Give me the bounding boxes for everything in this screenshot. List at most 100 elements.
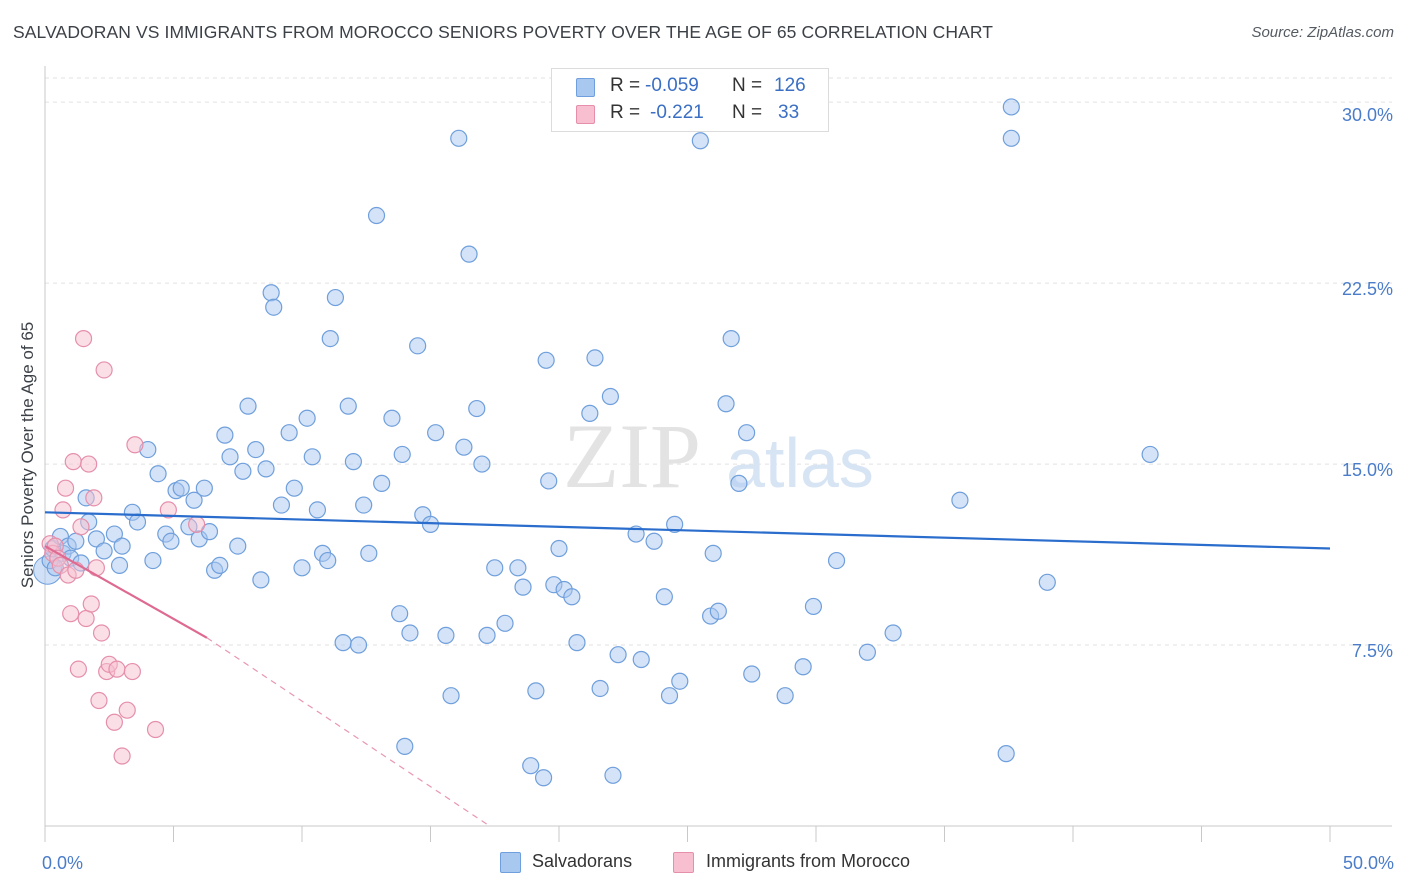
trendline-morocco (44, 545, 208, 639)
data-point (321, 329, 339, 348)
data-point (367, 206, 386, 225)
data-point (308, 501, 327, 519)
bottom-swatch-pink (673, 852, 694, 873)
legend-row-salvadorans: R = -0.059 N = 126 (552, 74, 828, 100)
data-point (393, 445, 411, 464)
data-point (265, 298, 283, 316)
trendline-salvadorans (44, 511, 1331, 550)
data-point (303, 448, 321, 466)
data-point (272, 496, 291, 514)
data-point (229, 537, 247, 555)
data-point (858, 643, 877, 661)
data-point (262, 284, 280, 302)
data-point (257, 460, 275, 478)
data-point (473, 455, 491, 473)
legend-r-label: R = (610, 75, 641, 96)
bottom-legend-label: Salvadorans (532, 851, 633, 871)
data-point (1002, 129, 1020, 147)
data-point (722, 329, 740, 348)
data-point (468, 399, 486, 418)
data-point (280, 424, 298, 442)
x-tick-label: 0.0% (42, 853, 83, 873)
legend-r-label: R = (610, 102, 641, 123)
data-point (609, 646, 627, 664)
y-tick-label: 22.5% (1342, 279, 1393, 299)
data-point (349, 636, 368, 654)
data-point (666, 515, 684, 533)
data-point (95, 361, 113, 379)
data-point (200, 523, 219, 541)
data-point (509, 559, 527, 577)
data-point (334, 634, 352, 652)
data-point (67, 532, 85, 550)
data-point (534, 769, 553, 787)
data-point (884, 624, 902, 642)
data-point (743, 665, 761, 683)
source-label: Source: ZipAtlas.com (1251, 24, 1394, 41)
data-point (69, 660, 88, 678)
y-tick-labels: 7.5% 15.0% 22.5% 30.0% (1342, 105, 1393, 661)
data-point (108, 660, 126, 678)
data-point (56, 479, 75, 497)
data-point (776, 687, 794, 705)
data-point (162, 532, 180, 550)
data-point (632, 650, 650, 669)
data-point (74, 329, 93, 348)
data-point (409, 337, 427, 355)
data-point (427, 424, 445, 442)
data-point (704, 544, 722, 562)
data-point (1038, 573, 1056, 591)
data-point (581, 404, 599, 422)
data-point (146, 720, 165, 739)
data-point (568, 634, 586, 652)
data-point (195, 479, 213, 497)
data-point (486, 559, 504, 577)
data-point (1141, 445, 1159, 464)
data-point (442, 687, 460, 705)
data-point (550, 539, 568, 558)
data-point (64, 453, 82, 471)
trendline-morocco-extension (206, 637, 490, 827)
data-point (221, 448, 239, 466)
axes (44, 66, 1392, 842)
legend-n-value: 126 (774, 75, 806, 96)
data-point (239, 397, 257, 415)
legend-n-label: N = (732, 75, 763, 96)
data-point (159, 501, 177, 519)
data-point (450, 129, 468, 147)
data-point (738, 424, 756, 442)
zipatlas-watermark: ZIP atlas (563, 405, 874, 507)
data-point (717, 395, 735, 413)
data-point (671, 672, 689, 690)
data-point (211, 556, 229, 575)
data-point (591, 679, 609, 698)
data-point (709, 602, 727, 620)
data-point (234, 462, 252, 480)
y-tick-label: 7.5% (1352, 641, 1393, 661)
data-point (691, 132, 709, 150)
data-point (188, 515, 206, 533)
data-point (804, 597, 823, 616)
data-point (128, 513, 147, 531)
data-point (87, 530, 106, 548)
correlation-legend: R = -0.059 N = 126 R = -0.221 N = 33 (551, 68, 829, 132)
data-point (172, 479, 190, 497)
data-point (360, 544, 378, 562)
data-point (527, 682, 545, 700)
data-point (92, 624, 111, 642)
data-point (285, 479, 303, 497)
series-salvadorans (33, 98, 1159, 787)
data-point (54, 501, 72, 519)
data-point (563, 588, 581, 606)
data-point (82, 595, 100, 613)
data-point (997, 745, 1015, 763)
data-point (80, 455, 98, 473)
data-point (293, 559, 311, 577)
legend-swatch-blue (576, 78, 595, 97)
data-point (185, 491, 203, 509)
data-point (77, 609, 95, 628)
data-point (540, 472, 558, 490)
data-point (827, 551, 846, 570)
data-point (149, 465, 167, 483)
data-point (62, 605, 80, 623)
